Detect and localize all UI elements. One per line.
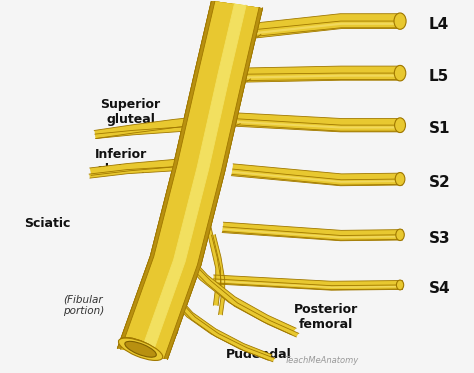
Ellipse shape <box>394 65 406 81</box>
Text: L5: L5 <box>428 69 449 84</box>
Polygon shape <box>141 4 246 355</box>
Polygon shape <box>213 279 402 290</box>
Polygon shape <box>176 301 275 362</box>
Text: L4: L4 <box>428 18 449 32</box>
Polygon shape <box>121 1 259 358</box>
Polygon shape <box>246 73 402 81</box>
Polygon shape <box>255 14 402 38</box>
Ellipse shape <box>394 13 406 29</box>
Ellipse shape <box>120 338 160 359</box>
Polygon shape <box>237 119 402 131</box>
Ellipse shape <box>396 280 404 290</box>
Polygon shape <box>170 150 212 167</box>
Polygon shape <box>89 165 203 178</box>
Text: TeachMeAnatomy: TeachMeAnatomy <box>284 356 358 365</box>
Polygon shape <box>255 21 402 36</box>
Polygon shape <box>215 26 261 64</box>
Polygon shape <box>237 121 402 129</box>
Ellipse shape <box>395 173 405 186</box>
Ellipse shape <box>125 341 156 357</box>
Polygon shape <box>237 113 402 132</box>
Polygon shape <box>246 75 402 79</box>
Polygon shape <box>118 1 263 359</box>
Polygon shape <box>118 1 263 359</box>
Polygon shape <box>118 1 263 359</box>
Text: S1: S1 <box>428 121 450 137</box>
Polygon shape <box>222 227 402 240</box>
Polygon shape <box>171 296 272 360</box>
Text: S3: S3 <box>428 231 450 246</box>
Ellipse shape <box>395 118 405 132</box>
Polygon shape <box>232 171 402 183</box>
Ellipse shape <box>118 338 163 360</box>
Text: Pudendal: Pudendal <box>226 348 291 361</box>
Text: Superior
gluteal: Superior gluteal <box>100 98 161 126</box>
Polygon shape <box>180 125 216 134</box>
Ellipse shape <box>126 341 154 355</box>
Text: Inferior
gluteal: Inferior gluteal <box>95 148 147 176</box>
Polygon shape <box>90 157 205 175</box>
Polygon shape <box>232 169 402 185</box>
Polygon shape <box>95 125 209 138</box>
Polygon shape <box>139 4 245 355</box>
Ellipse shape <box>126 341 154 355</box>
Polygon shape <box>256 23 402 34</box>
Polygon shape <box>121 1 259 358</box>
Polygon shape <box>181 255 296 335</box>
Polygon shape <box>246 66 402 82</box>
Text: Posterior
femoral: Posterior femoral <box>294 303 358 331</box>
Polygon shape <box>129 2 251 357</box>
Polygon shape <box>222 222 402 241</box>
Polygon shape <box>213 280 402 288</box>
Polygon shape <box>217 71 251 94</box>
Text: S4: S4 <box>428 281 450 296</box>
Text: (Tibial
portion): (Tibial portion) <box>138 315 180 337</box>
Polygon shape <box>121 1 259 358</box>
Polygon shape <box>211 235 225 315</box>
Polygon shape <box>138 3 246 355</box>
Polygon shape <box>222 228 402 238</box>
Polygon shape <box>213 275 402 290</box>
Ellipse shape <box>120 338 160 359</box>
Text: Sciatic: Sciatic <box>24 217 71 230</box>
Polygon shape <box>188 261 299 337</box>
Text: (Fibular
portion): (Fibular portion) <box>63 295 104 316</box>
Polygon shape <box>94 116 212 138</box>
Polygon shape <box>231 164 402 186</box>
Polygon shape <box>206 227 220 305</box>
Text: S2: S2 <box>428 175 450 190</box>
Polygon shape <box>210 116 240 136</box>
Ellipse shape <box>396 229 404 241</box>
